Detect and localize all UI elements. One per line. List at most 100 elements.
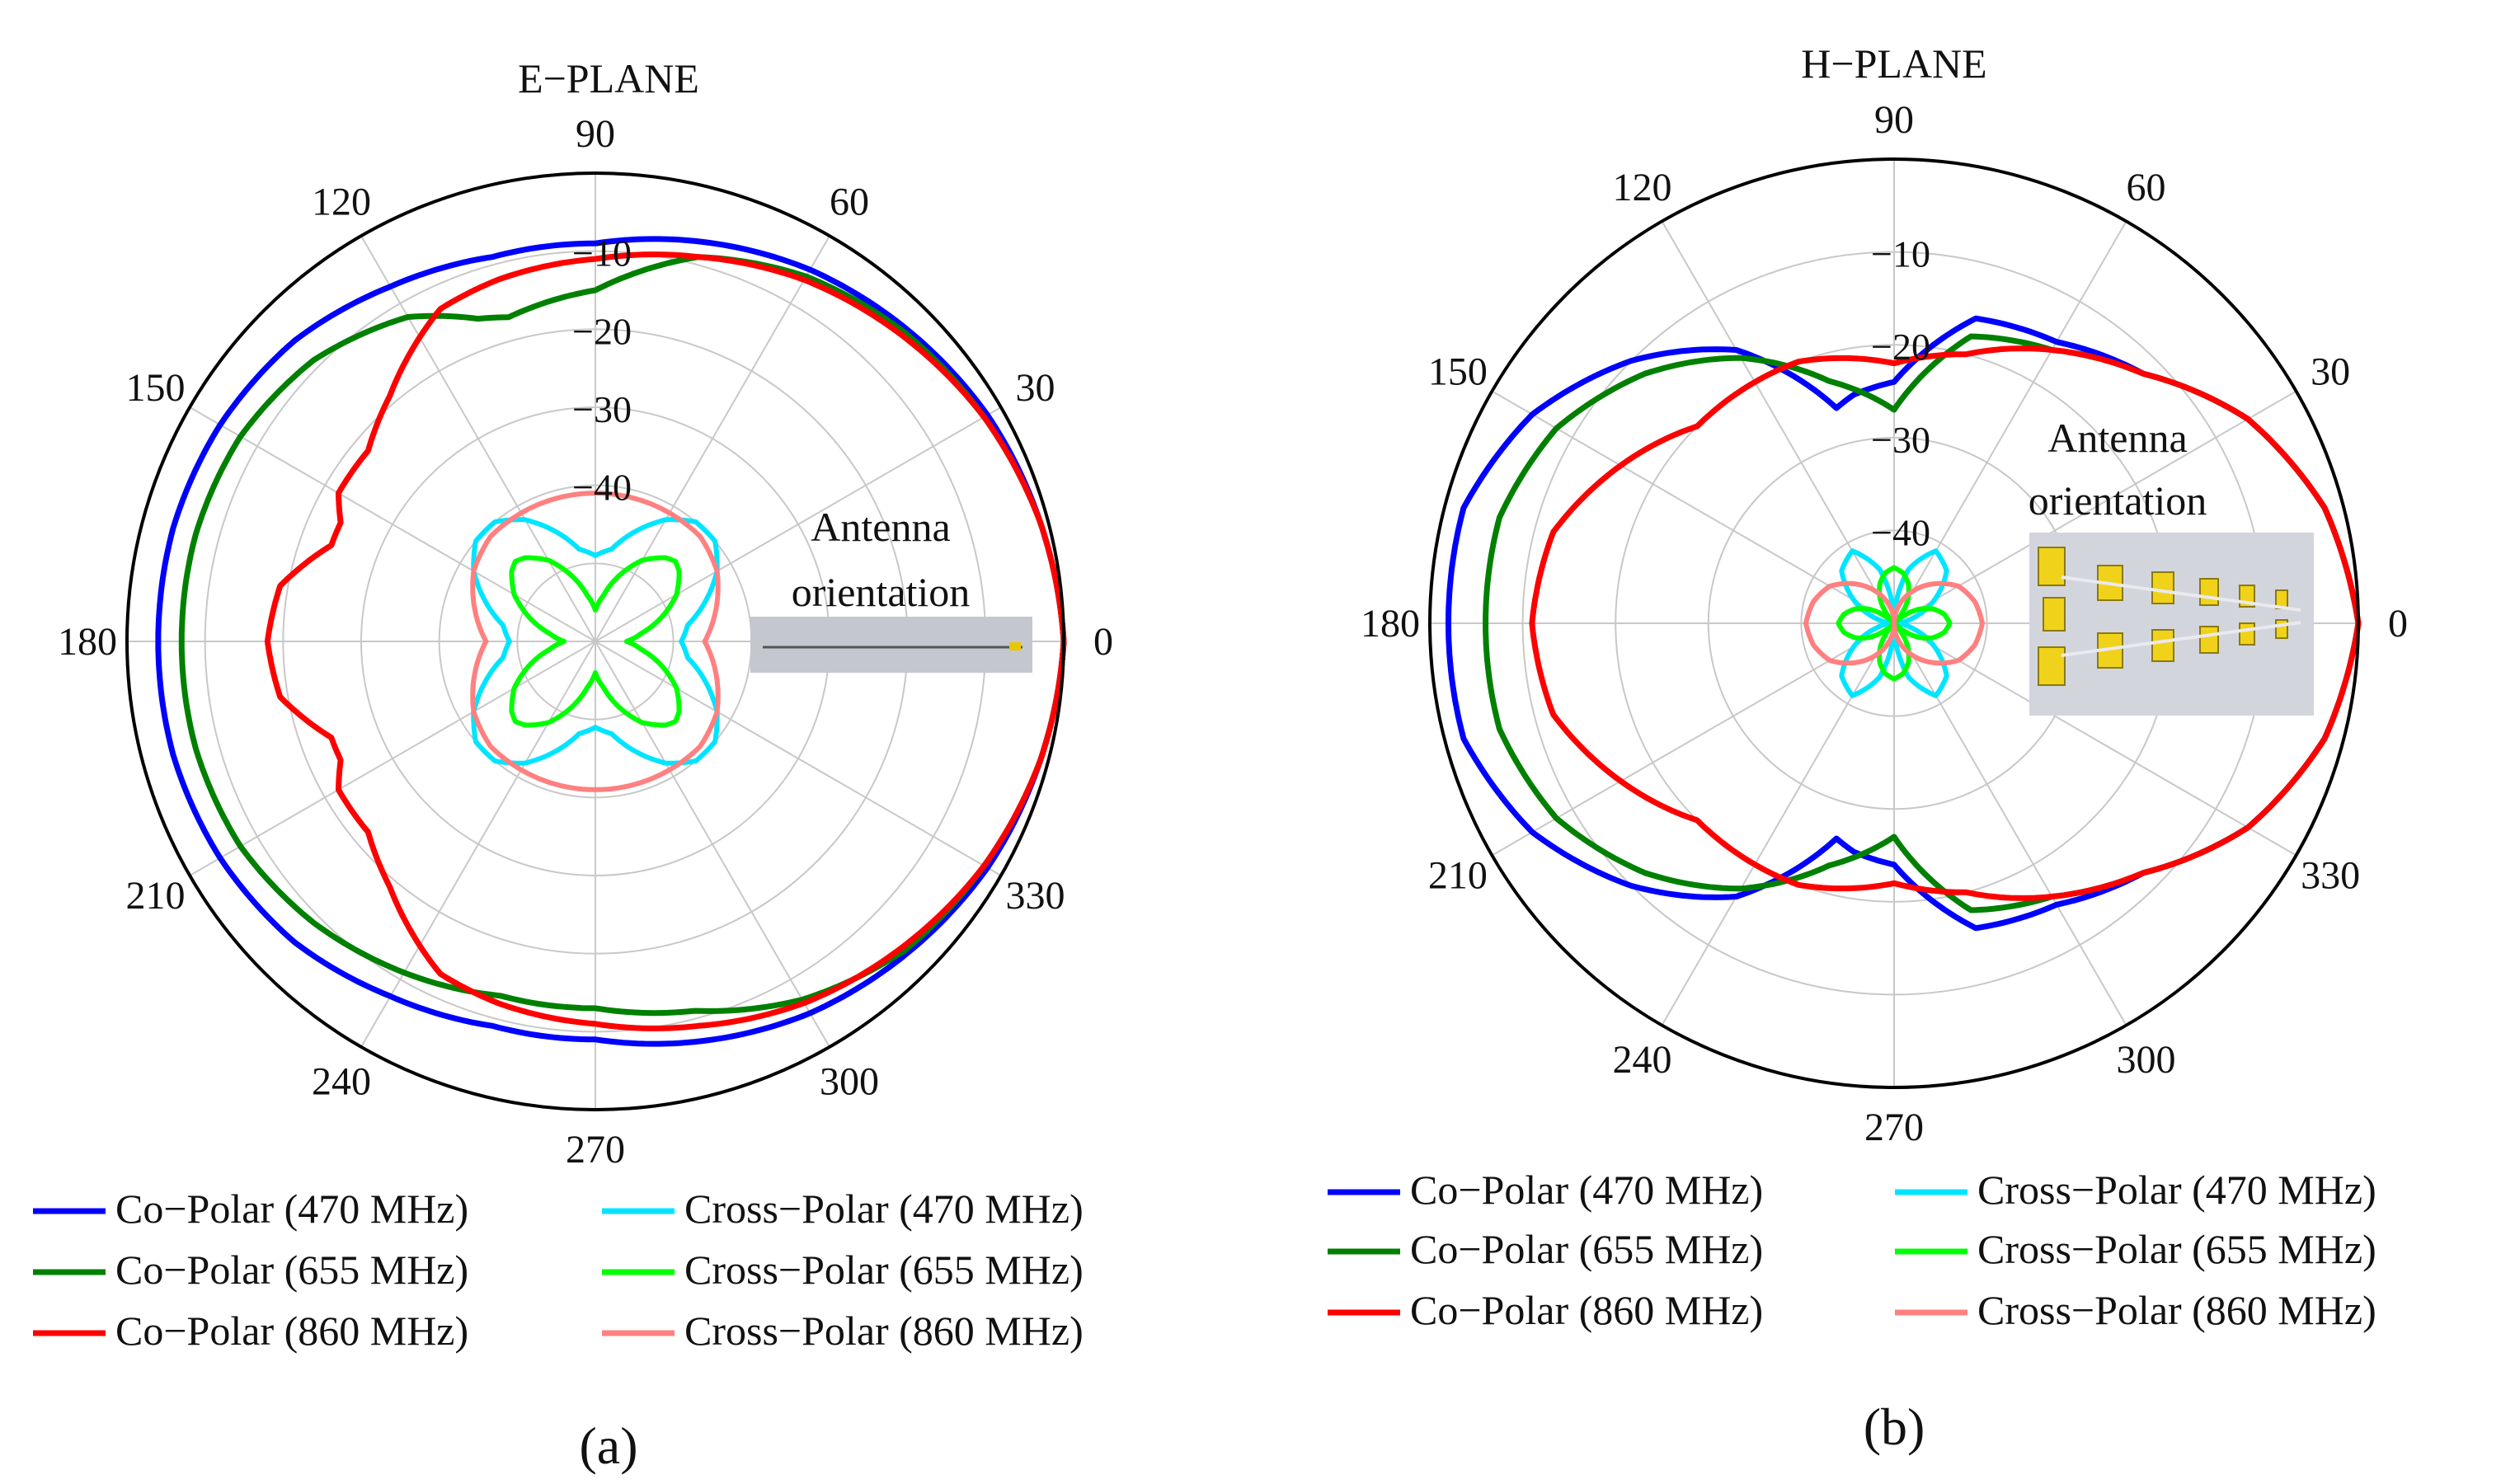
h-plane-legend-label: Co−Polar (655 MHz) <box>1410 1226 1763 1272</box>
h-plane-caption: (b) <box>1864 1397 1925 1456</box>
h-plane-angle-tick: 120 <box>1613 166 1672 209</box>
e-plane-curve-4 <box>471 517 720 766</box>
e-plane-angle-ticks: 0 30 60 90 120 150 180 210 240 270 300 330 <box>58 112 1113 1172</box>
e-plane-legend-label: Cross−Polar (655 MHz) <box>684 1247 1084 1293</box>
e-plane-title: E−PLANE <box>518 55 699 101</box>
e-plane-curve-6 <box>470 491 721 792</box>
e-plane-legend-label: Cross−Polar (860 MHz) <box>684 1308 1084 1354</box>
h-plane-grid-spoke <box>1893 390 2297 624</box>
meander-element <box>2239 622 2255 646</box>
e-plane-radial-tick: −30 <box>572 388 632 430</box>
h-plane-grid-spoke <box>1491 390 1895 624</box>
h-plane-grid-spoke <box>1893 220 2127 624</box>
e-plane-angle-tick: 330 <box>1005 874 1065 918</box>
h-plane-grid-spoke <box>1893 622 2127 1026</box>
h-plane-angle-tick: 270 <box>1864 1106 1924 1149</box>
meander-element <box>2097 632 2123 669</box>
meander-element <box>2275 619 2288 639</box>
e-plane-caption: (a) <box>579 1416 637 1475</box>
e-plane-angle-tick: 150 <box>126 366 186 410</box>
h-plane-angle-tick: 90 <box>1874 98 1914 142</box>
e-plane-angle-tick: 90 <box>576 112 615 156</box>
e-plane-grid-spoke <box>189 406 596 642</box>
antenna-outline <box>2061 575 2301 657</box>
e-plane-grid-spoke <box>595 406 1002 642</box>
h-plane-grid-spoke <box>1661 622 1895 1026</box>
e-plane-angle-tick: 0 <box>1093 620 1113 664</box>
h-plane-curve-1 <box>1446 315 2362 932</box>
h-plane-annotation-line1: Antenna <box>2047 415 2187 461</box>
h-plane-angle-ticks: 0 30 60 90 120 150 180 210 240 270 300 330 <box>1361 98 2408 1149</box>
e-plane-grid-spoke <box>595 235 830 642</box>
e-plane-panel: E−PLANE 0306090120150180210240270300330 … <box>33 55 1113 1475</box>
h-plane-title: H−PLANE <box>1801 40 1986 87</box>
h-plane-angle-tick: 300 <box>2117 1038 2176 1082</box>
e-plane-angle-tick: 210 <box>126 874 186 918</box>
h-plane-angle-tick: 0 <box>2388 602 2408 646</box>
e-plane-legend-label: Co−Polar (655 MHz) <box>115 1247 468 1293</box>
e-plane-angle-tick: 270 <box>566 1128 625 1172</box>
e-plane-radial-tick: −10 <box>572 232 632 275</box>
h-plane-legend-label: Cross−Polar (655 MHz) <box>1977 1226 2376 1272</box>
h-plane-legend-label: Cross−Polar (860 MHz) <box>1977 1287 2376 1333</box>
h-plane-grid-spoke <box>1893 622 2297 857</box>
h-plane-grid-spoke <box>1661 220 1895 624</box>
h-plane-angle-tick: 150 <box>1428 350 1488 394</box>
e-plane-radial-ticks: −40 −30 −20 −10 <box>572 232 632 509</box>
e-plane-legend: Co−Polar (470 MHz) Co−Polar (655 MHz) Co−P… <box>33 1186 1084 1354</box>
meander-element <box>2199 626 2219 654</box>
h-plane-curve-3 <box>1529 345 2362 901</box>
h-plane-legend-label: Co−Polar (470 MHz) <box>1410 1167 1763 1213</box>
h-plane-grid-spoke <box>1491 622 1895 857</box>
h-plane-angle-tick: 60 <box>2127 166 2166 209</box>
h-plane-legend-label: Cross−Polar (470 MHz) <box>1977 1167 2376 1213</box>
h-plane-angle-tick: 210 <box>1428 854 1488 898</box>
antenna-strip-background <box>750 617 1032 673</box>
e-plane-grid-spoke <box>595 641 1002 876</box>
e-plane-grid-spoke <box>595 641 830 1048</box>
h-plane-angle-tick: 330 <box>2301 854 2360 898</box>
h-plane-curve-5 <box>1836 565 1953 682</box>
h-plane-curve-6 <box>1803 580 1985 666</box>
h-plane-angle-tick: 180 <box>1361 602 1420 646</box>
e-plane-curve-1 <box>155 236 1067 1047</box>
e-plane-angle-tick: 30 <box>1015 366 1055 410</box>
e-plane-annotation-line2: orientation <box>792 569 971 615</box>
e-plane-curve-5 <box>509 555 682 728</box>
h-plane-annotation-line2: orientation <box>2029 477 2207 524</box>
e-plane-angle-tick: 180 <box>58 620 117 664</box>
h-plane-angle-tick: 240 <box>1613 1038 1672 1082</box>
meander-element <box>2151 571 2174 604</box>
meander-element <box>2151 629 2174 662</box>
e-plane-curve-2 <box>178 254 1067 1017</box>
h-plane-radial-tick: −10 <box>1871 233 1930 275</box>
h-plane-legend: Co−Polar (470 MHz) Co−Polar (655 MHz) Co−P… <box>1328 1167 2376 1333</box>
h-plane-outer-circle <box>1428 157 2360 1089</box>
e-plane-curves <box>125 171 1067 1111</box>
e-plane-radial-tick: −40 <box>572 467 632 509</box>
antenna-strip-feed <box>1009 642 1021 650</box>
antenna-panel-background <box>2029 533 2314 716</box>
e-plane-grid-spoke <box>189 641 596 876</box>
e-plane-annotation-line1: Antenna <box>811 504 950 550</box>
h-plane-radial-tick: −30 <box>1871 419 1930 461</box>
e-plane-outer-circle <box>125 171 1065 1111</box>
meander-element <box>2043 597 2066 632</box>
e-plane-legend-label: Co−Polar (470 MHz) <box>115 1186 468 1232</box>
e-plane-legend-label: Co−Polar (860 MHz) <box>115 1308 468 1354</box>
e-plane-legend-label: Cross−Polar (470 MHz) <box>684 1186 1084 1232</box>
meander-element <box>2038 547 2066 586</box>
e-plane-radial-tick: −20 <box>572 310 632 352</box>
meander-element <box>2038 646 2066 686</box>
h-plane-curves <box>1428 157 2362 1089</box>
h-plane-antenna-inset <box>2029 533 2314 716</box>
h-plane-legend-label: Co−Polar (860 MHz) <box>1410 1287 1763 1333</box>
h-plane-radial-ticks: −40 −30 −20 −10 <box>1871 233 1930 554</box>
e-plane-curve-3 <box>264 251 1067 1031</box>
e-plane-angle-tick: 120 <box>312 181 371 224</box>
e-plane-angle-tick: 300 <box>820 1059 879 1103</box>
h-plane-panel: H−PLANE 0306090120150180210240270300330 … <box>1328 40 2408 1456</box>
e-plane-angle-tick: 60 <box>830 181 869 224</box>
h-plane-radial-tick: −40 <box>1871 511 1930 553</box>
